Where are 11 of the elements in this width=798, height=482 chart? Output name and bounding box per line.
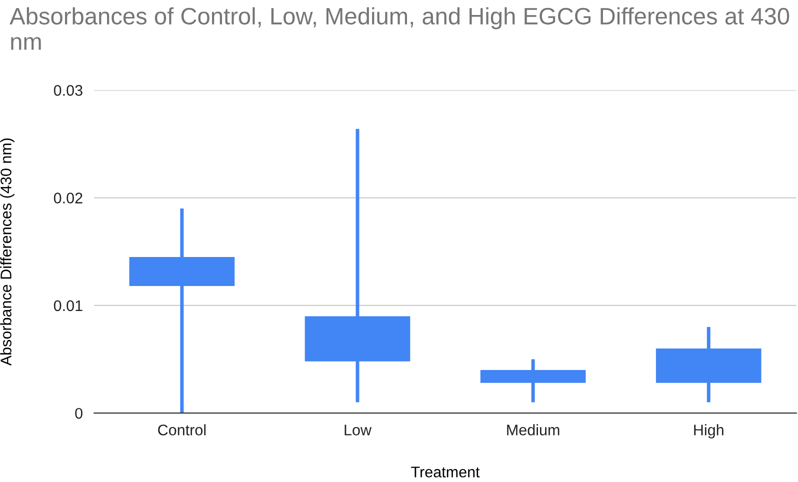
x-tick-label: Low [344,424,372,436]
y-tick-label: 0.03 [54,85,82,96]
y-tick-label: 0.02 [54,192,82,204]
x-tick-label: Medium [507,424,560,436]
x-tick-label: Control [158,424,206,436]
y-axis-title: Absorbance Differences (430 nm) [0,138,14,366]
y-tick-label: 0.01 [54,300,82,312]
y-tick-label: 0 [75,408,82,419]
chart-title: Absorbances of Control, Low, Medium, and High EGCG Differences at 430 nm [10,7,790,50]
x-axis-title: Treatment [411,466,480,478]
x-tick-label: High [694,424,724,438]
